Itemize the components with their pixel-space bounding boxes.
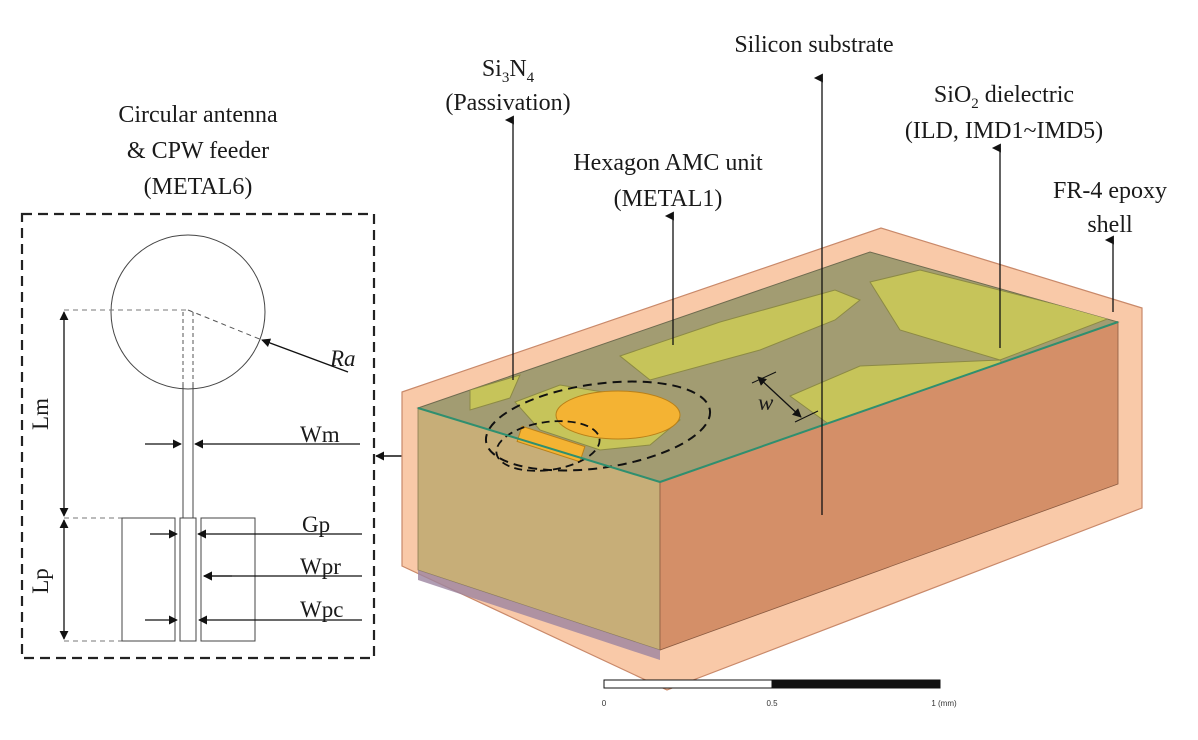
scale-bar: 0 0.5 1 (mm) [602, 679, 957, 708]
circular-antenna-patch [555, 390, 681, 440]
scale-tick-0-5: 0.5 [766, 699, 778, 708]
circular-antenna-outline [110, 234, 266, 390]
sin-label-line2: (Passivation) [445, 90, 570, 116]
antenna-label-line1: Circular antenna [118, 102, 278, 128]
sio2-label-line1: SiO2 dielectric [934, 82, 1074, 112]
wpc-label: Wpc [300, 597, 343, 622]
antenna-highlight-ellipse [484, 380, 712, 472]
scale-bar-black-segment [771, 679, 941, 689]
antenna-label-line3: (METAL6) [144, 174, 253, 200]
package-3d: w [401, 227, 1143, 691]
scale-tick-0: 0 [602, 699, 607, 708]
lm-label: Lm [28, 398, 53, 430]
ra-label: Ra [329, 346, 356, 371]
cpw-ground-right [200, 517, 256, 642]
feeder-highlight-ellipse [495, 420, 601, 472]
silicon-label: Silicon substrate [734, 32, 893, 58]
scale-tick-1mm: 1 (mm) [931, 699, 957, 708]
annotation-labels: Si3N4 (Passivation) Silicon substrate He… [445, 32, 1167, 515]
wm-label: Wm [300, 422, 340, 447]
w-label: w [758, 390, 774, 415]
fr4-label-line2: shell [1087, 212, 1133, 238]
cpw-ground-left [121, 517, 176, 642]
fr4-label-line1: FR-4 epoxy [1053, 178, 1167, 204]
cpw-center-strip [179, 517, 197, 642]
passivation-edge-front [417, 407, 661, 483]
antenna-label-line2: & CPW feeder [127, 138, 269, 164]
silicon-bottom-strip [418, 570, 660, 660]
hex-label-line2: (METAL1) [614, 186, 723, 212]
hex-label-line1: Hexagon AMC unit [573, 150, 763, 176]
wpr-label: Wpr [300, 554, 341, 579]
antenna-schematic: Circular antenna & CPW feeder (METAL6) R… [20, 102, 376, 660]
ra-arrow [261, 338, 349, 373]
sio2-label-line2: (ILD, IMD1~IMD5) [905, 118, 1103, 144]
lp-label: Lp [28, 568, 53, 594]
schematic-dashed-frame [20, 212, 376, 660]
scale-bar-white-segment [603, 679, 773, 689]
w-dimension-line [757, 376, 802, 418]
sin-label-line1: Si3N4 [482, 56, 535, 86]
gp-label: Gp [302, 512, 330, 537]
passivation-edge-right [659, 321, 1119, 483]
